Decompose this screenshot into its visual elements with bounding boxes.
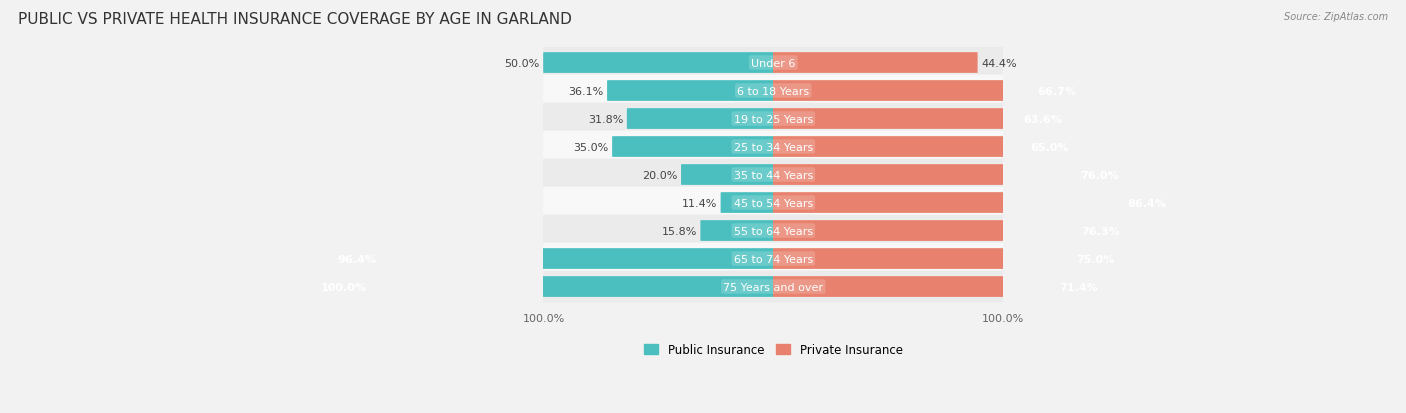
FancyBboxPatch shape [543,271,1004,303]
Text: 25 to 34 Years: 25 to 34 Years [734,142,813,152]
Text: 100.0%: 100.0% [321,282,367,292]
FancyBboxPatch shape [607,81,773,102]
Text: 50.0%: 50.0% [505,58,540,69]
FancyBboxPatch shape [543,215,1004,247]
FancyBboxPatch shape [700,221,773,241]
FancyBboxPatch shape [543,53,773,74]
Text: 65 to 74 Years: 65 to 74 Years [734,254,813,264]
FancyBboxPatch shape [773,165,1123,185]
Text: 44.4%: 44.4% [981,58,1017,69]
FancyBboxPatch shape [612,137,773,157]
Text: 66.7%: 66.7% [1038,86,1076,96]
FancyBboxPatch shape [543,131,1004,163]
FancyBboxPatch shape [773,81,1080,102]
FancyBboxPatch shape [543,103,1004,135]
Text: 36.1%: 36.1% [568,86,603,96]
FancyBboxPatch shape [773,221,1125,241]
Text: 63.6%: 63.6% [1024,114,1062,124]
Text: 75.0%: 75.0% [1076,254,1115,264]
FancyBboxPatch shape [543,76,1004,107]
Text: 19 to 25 Years: 19 to 25 Years [734,114,813,124]
FancyBboxPatch shape [773,249,1118,269]
FancyBboxPatch shape [330,249,773,269]
Text: 45 to 54 Years: 45 to 54 Years [734,198,813,208]
FancyBboxPatch shape [681,165,773,185]
FancyBboxPatch shape [543,243,1004,275]
Text: 35.0%: 35.0% [574,142,609,152]
Text: Source: ZipAtlas.com: Source: ZipAtlas.com [1284,12,1388,22]
Text: 35 to 44 Years: 35 to 44 Years [734,170,813,180]
Text: 55 to 64 Years: 55 to 64 Years [734,226,813,236]
FancyBboxPatch shape [773,53,977,74]
Text: 86.4%: 86.4% [1128,198,1167,208]
FancyBboxPatch shape [314,276,773,297]
FancyBboxPatch shape [543,47,1004,79]
Text: 11.4%: 11.4% [682,198,717,208]
FancyBboxPatch shape [627,109,773,130]
FancyBboxPatch shape [773,193,1171,214]
Legend: Public Insurance, Private Insurance: Public Insurance, Private Insurance [640,338,907,361]
Text: 31.8%: 31.8% [588,114,623,124]
Text: 20.0%: 20.0% [643,170,678,180]
FancyBboxPatch shape [721,193,773,214]
FancyBboxPatch shape [543,187,1004,219]
Text: 76.0%: 76.0% [1080,170,1119,180]
Text: 6 to 18 Years: 6 to 18 Years [737,86,810,96]
Text: 96.4%: 96.4% [337,254,377,264]
Text: PUBLIC VS PRIVATE HEALTH INSURANCE COVERAGE BY AGE IN GARLAND: PUBLIC VS PRIVATE HEALTH INSURANCE COVER… [18,12,572,27]
Text: 71.4%: 71.4% [1059,282,1098,292]
FancyBboxPatch shape [543,159,1004,191]
FancyBboxPatch shape [773,109,1066,130]
Text: 75 Years and over: 75 Years and over [723,282,824,292]
FancyBboxPatch shape [773,137,1073,157]
Text: 76.3%: 76.3% [1081,226,1121,236]
FancyBboxPatch shape [773,276,1102,297]
Text: 65.0%: 65.0% [1029,142,1069,152]
Text: Under 6: Under 6 [751,58,796,69]
Text: 15.8%: 15.8% [662,226,697,236]
